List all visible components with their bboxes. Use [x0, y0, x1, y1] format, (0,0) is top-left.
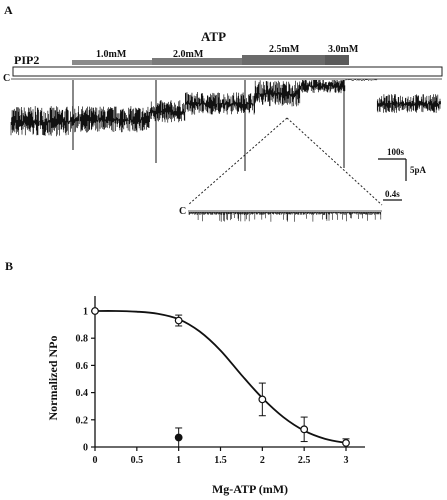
npo-chart: 0 0.5 1 1.5 2 2.5 3 0 0.2 0.4 0.6 0.8 1 [76, 296, 365, 466]
zoom-line-left [187, 117, 288, 206]
y-tick-label: 0 [83, 443, 88, 454]
conc-label-2: 2.0mM [173, 49, 204, 60]
x-tick-label: 0.5 [131, 455, 144, 466]
y-tick-label: 0.6 [76, 361, 89, 372]
x-tick-label: 0 [93, 455, 98, 466]
conc-bar-1 [72, 60, 152, 65]
y-tick-label: 0.2 [76, 415, 89, 426]
x-tick-label: 3 [344, 455, 349, 466]
x-axis-label: Mg-ATP (mM) [212, 482, 288, 496]
conc-bar-3 [242, 55, 325, 65]
inset-trace-path [188, 212, 382, 222]
inset-trace [188, 212, 382, 222]
conc-label-1: 1.0mM [96, 49, 127, 60]
open-data-point [342, 439, 350, 447]
y-tick-label: 0.8 [76, 334, 89, 345]
inset-scale-time-label: 0.4s [385, 189, 400, 199]
y-tick-label: 1 [83, 307, 88, 318]
y-axis-label: Normalized NPo [46, 336, 60, 421]
scale-current-label: 5pA [410, 165, 427, 175]
closed-level-label: C [3, 73, 10, 84]
inset-closed-label: C [179, 206, 186, 217]
open-data-point [174, 316, 183, 325]
scale-time-label: 100s [387, 147, 405, 157]
filled-data-point [174, 433, 183, 442]
panel-a-label: A [4, 3, 13, 17]
x-tick-label: 2 [260, 455, 265, 466]
x-tick-label: 1 [176, 455, 181, 466]
panel-b-label: B [5, 259, 13, 273]
zoom-line-right [286, 117, 383, 206]
open-data-point [300, 425, 309, 434]
pip2-bar [12, 66, 443, 77]
fit-curve [94, 310, 347, 444]
trace-path [10, 79, 441, 137]
open-data-point [258, 395, 267, 404]
conc-label-3: 2.5mM [269, 44, 300, 55]
conc-label-4: 3.0mM [328, 44, 359, 55]
open-data-point [91, 307, 99, 315]
y-tick-label: 0.4 [76, 388, 89, 399]
conc-bar-2 [152, 58, 242, 65]
pip2-label: PIP2 [14, 53, 39, 67]
x-tick-label: 1.5 [214, 455, 227, 466]
channel-trace [10, 79, 441, 171]
conc-bar-4 [325, 55, 349, 65]
atp-label: ATP [201, 29, 226, 44]
x-tick-label: 2.5 [298, 455, 311, 466]
